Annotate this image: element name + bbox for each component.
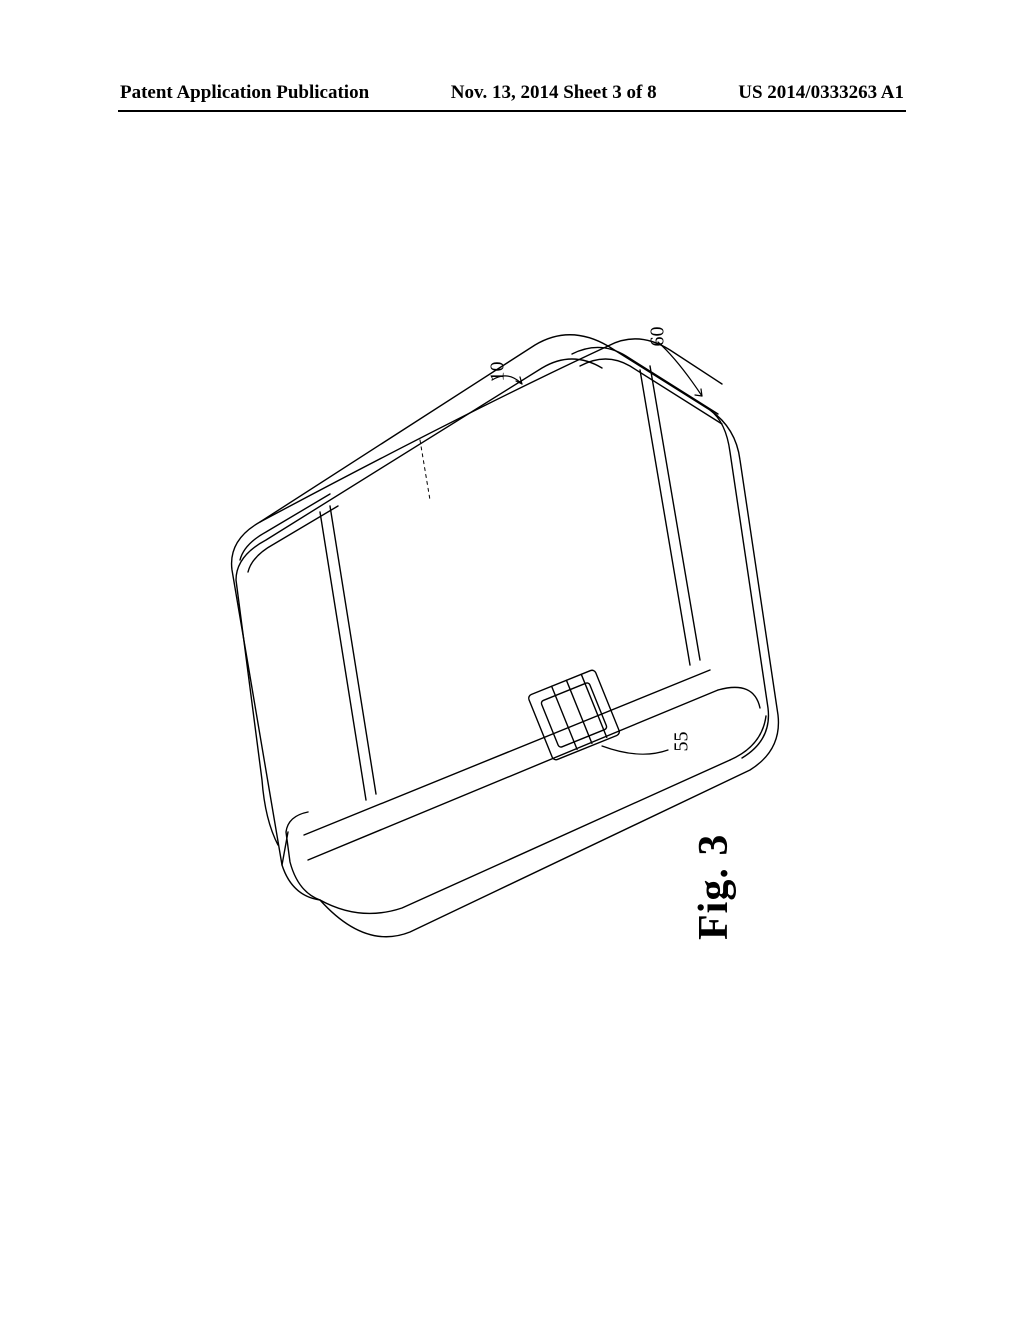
header-rule [118, 110, 906, 112]
ref-60: 60 [647, 327, 670, 347]
device-drawing [170, 260, 860, 1020]
header-right: US 2014/0333263 A1 [738, 82, 904, 104]
figure-caption: Fig. 3 [690, 834, 738, 940]
page: Patent Application Publication Nov. 13, … [0, 0, 1024, 1320]
header-center: Nov. 13, 2014 Sheet 3 of 8 [451, 82, 657, 104]
header-left: Patent Application Publication [120, 82, 369, 104]
page-header: Patent Application Publication Nov. 13, … [120, 82, 904, 104]
ref-10: 10 [487, 362, 510, 382]
figure: 10 60 55 Fig. 3 [170, 260, 860, 1020]
ref-55: 55 [671, 732, 694, 752]
